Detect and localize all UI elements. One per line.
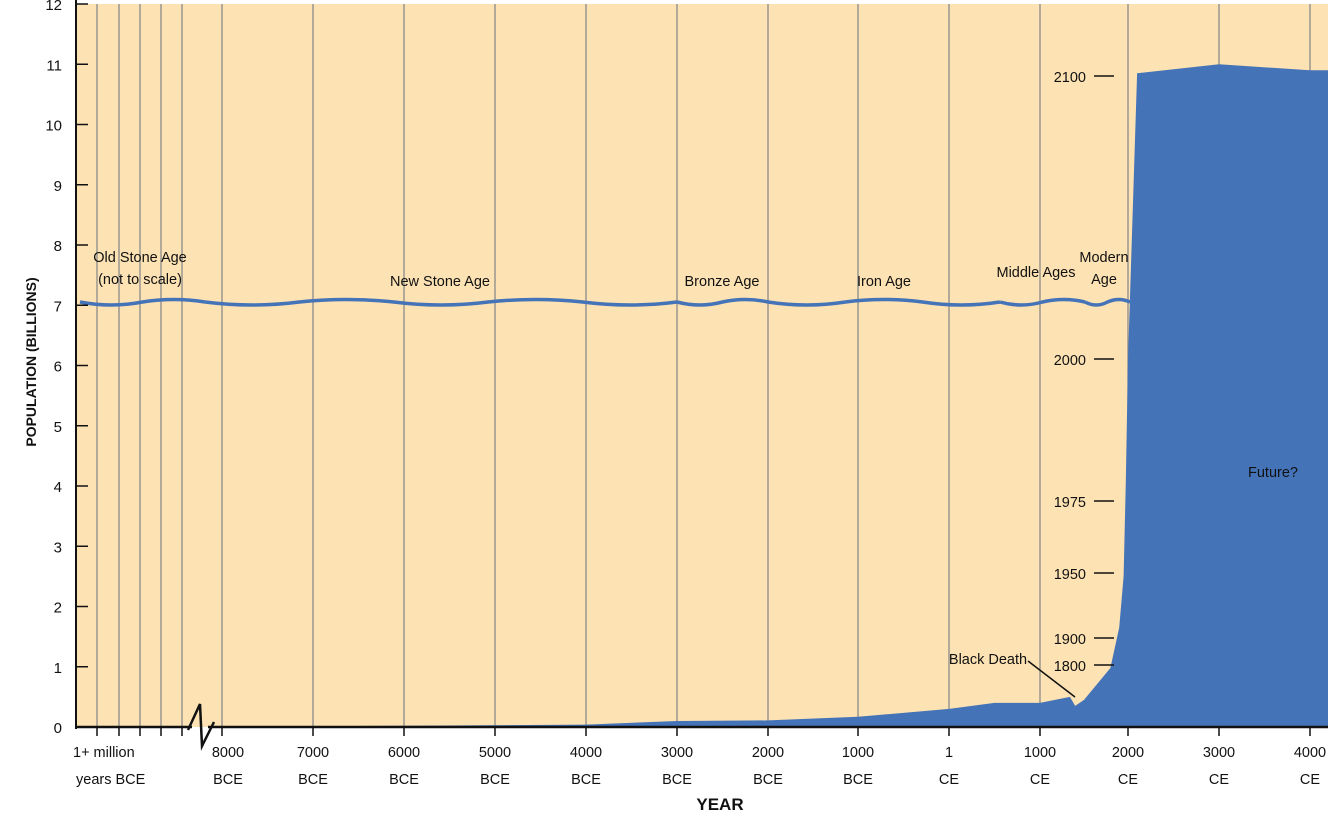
gridlines — [96, 4, 1311, 727]
y-tick-label: 8 — [54, 238, 62, 255]
era-divider — [204, 297, 678, 307]
x-tick-label: 1+ million — [73, 745, 135, 761]
era-band — [79, 297, 1131, 307]
x-tick-label: 1000 — [842, 745, 874, 761]
x-tick-label: 6000 — [388, 745, 420, 761]
era-label: New Stone Age — [390, 274, 490, 290]
era-label: (not to scale) — [98, 272, 182, 288]
y-tick-label: 10 — [45, 118, 62, 135]
era-divider — [79, 297, 206, 307]
y-tick-label: 2 — [54, 600, 62, 617]
x-tick-label: BCE — [389, 772, 419, 788]
x-tick-label: 7000 — [297, 745, 329, 761]
y-tick-label: 7 — [54, 298, 62, 315]
era-label: Middle Ages — [997, 265, 1076, 281]
era-label: Iron Age — [857, 274, 911, 290]
era-label: Modern — [1079, 250, 1128, 266]
x-tick-label: years BCE — [76, 772, 146, 788]
x-tick-label: 1000 — [1024, 745, 1056, 761]
year-annotation: 2100 — [1054, 70, 1086, 86]
population-area — [222, 64, 1328, 728]
black-death-pointer — [1027, 660, 1076, 698]
x-tick-label: BCE — [298, 772, 328, 788]
x-tick-label: BCE — [843, 772, 873, 788]
x-axis-title: YEAR — [696, 795, 743, 814]
era-label: Bronze Age — [685, 274, 760, 290]
x-tick-label: 1 — [945, 745, 953, 761]
year-annotation: 1950 — [1054, 567, 1086, 583]
y-tick-label: 0 — [54, 720, 62, 737]
x-tick-label: 3000 — [661, 745, 693, 761]
y-tick-label: 11 — [46, 57, 62, 74]
y-tick-label: 5 — [54, 419, 62, 436]
y-tick-label: 4 — [54, 479, 62, 496]
era-label: Old Stone Age — [93, 250, 187, 266]
x-tick-label: 2000 — [752, 745, 784, 761]
x-tick-label: 5000 — [479, 745, 511, 761]
year-annotation: 2000 — [1054, 353, 1086, 369]
x-tick-label: BCE — [213, 772, 243, 788]
plot-background — [76, 4, 1328, 727]
x-tick-label: CE — [1209, 772, 1229, 788]
x-tick-label: CE — [939, 772, 959, 788]
y-tick-label: 1 — [54, 660, 62, 677]
y-tick-label: 6 — [54, 359, 62, 376]
year-annotation: 1900 — [1054, 632, 1086, 648]
year-annotation: 1800 — [1054, 659, 1086, 675]
x-tick-label: CE — [1030, 772, 1050, 788]
era-divider — [999, 297, 1086, 307]
x-tick-label: CE — [1300, 772, 1320, 788]
x-tick-label: BCE — [753, 772, 783, 788]
era-divider — [767, 297, 1001, 307]
x-tick-label: 4000 — [570, 745, 602, 761]
x-tick-label: BCE — [662, 772, 692, 788]
era-divider — [676, 297, 769, 307]
x-tick-label: 8000 — [212, 745, 244, 761]
y-tick-label: 9 — [54, 178, 62, 195]
year-annotation: 1975 — [1054, 495, 1086, 511]
x-tick-label: 2000 — [1112, 745, 1144, 761]
x-tick-label: BCE — [480, 772, 510, 788]
y-tick-label: 3 — [54, 539, 62, 556]
era-label: Age — [1091, 272, 1117, 288]
era-divider — [1084, 297, 1131, 307]
x-tick-label: CE — [1118, 772, 1138, 788]
black-death-label: Black Death — [949, 652, 1027, 668]
y-axis-title: POPULATION (BILLIONS) — [23, 277, 39, 446]
x-tick-label: BCE — [571, 772, 601, 788]
y-tick-label: 12 — [45, 0, 62, 14]
future-label: Future? — [1248, 465, 1298, 481]
axis-break — [186, 703, 216, 751]
x-tick-label: 4000 — [1294, 745, 1326, 761]
x-tick-label: 3000 — [1203, 745, 1235, 761]
